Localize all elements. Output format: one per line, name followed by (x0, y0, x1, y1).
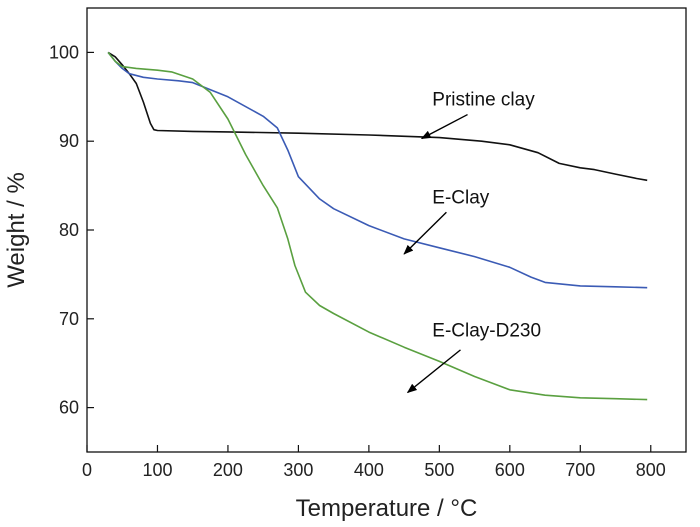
annotation-label-0: Pristine clay (432, 90, 535, 111)
x-tick-label-5: 500 (424, 460, 454, 480)
series-line-e-clay-d230 (107, 51, 648, 401)
x-tick-label-8: 800 (636, 460, 666, 480)
axis-tick-labels: 0 100 200 300 400 500 600 700 800 60 70 80 90 100 (49, 42, 666, 480)
series-layer (107, 51, 648, 401)
x-axis-title: Temperature / °C (296, 495, 478, 522)
series-line-e-clay (107, 51, 648, 289)
y-tick-label-2: 80 (59, 220, 79, 240)
y-axis-title: Weight / % (3, 172, 30, 288)
x-tick-label-3: 300 (283, 460, 313, 480)
x-tick-label-6: 600 (495, 460, 525, 480)
x-tick-label-2: 200 (213, 460, 243, 480)
x-tick-label-7: 700 (565, 460, 595, 480)
y-tick-label-0: 60 (59, 398, 79, 418)
annotation-label-1: E-Clay (432, 187, 490, 208)
annotation-label-2: E-Clay-D230 (432, 321, 541, 342)
annotation-arrow-2 (406, 349, 461, 394)
annotation-arrow-1 (403, 211, 447, 255)
y-tick-label-1: 70 (59, 309, 79, 329)
x-tick-label-1: 100 (142, 460, 172, 480)
axis-ticks (86, 51, 652, 452)
annotation-layer: Pristine clay E-Clay E-Clay-D230 (403, 90, 541, 394)
plot-frame (86, 7, 687, 453)
y-tick-label-4: 100 (49, 42, 79, 62)
series-line-pristine-clay (107, 51, 648, 182)
y-tick-label-3: 90 (59, 131, 79, 151)
x-tick-label-4: 400 (354, 460, 384, 480)
annotation-arrow-0 (420, 113, 468, 140)
x-tick-label-0: 0 (82, 460, 92, 480)
